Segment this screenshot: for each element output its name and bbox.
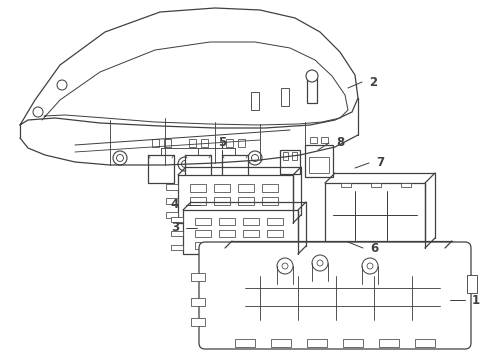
Bar [414,339,434,347]
Bar [243,242,259,249]
Circle shape [305,70,317,82]
Bar [165,198,178,204]
Text: 3: 3 [171,221,179,234]
Bar [214,184,229,192]
FancyBboxPatch shape [199,242,470,349]
Bar [201,139,207,147]
Bar [266,218,283,225]
Circle shape [311,255,327,271]
Bar [400,183,410,187]
Bar [306,339,326,347]
Bar [266,242,283,249]
Bar [219,230,235,237]
Bar [191,298,204,306]
Bar [281,88,288,106]
Bar [219,242,235,249]
Bar [171,217,183,222]
Bar [370,183,380,187]
Circle shape [316,260,323,266]
Bar [238,197,253,205]
Bar [219,218,235,225]
Circle shape [251,154,258,162]
Bar [195,230,210,237]
Bar [235,339,254,347]
Bar [305,145,332,177]
Bar [222,155,247,183]
Bar [291,152,296,160]
Bar [283,152,287,160]
Bar [190,197,205,205]
Text: 5: 5 [218,136,225,149]
Bar [308,157,328,173]
Circle shape [247,151,262,165]
Bar [320,137,327,143]
Circle shape [181,161,188,167]
Bar [171,245,183,250]
Bar [250,92,259,110]
Bar [195,218,210,225]
Text: 1: 1 [471,293,479,306]
Bar [243,218,259,225]
Bar [165,212,178,218]
Bar [190,184,205,192]
Text: 6: 6 [369,242,377,255]
Bar [238,184,253,192]
Circle shape [282,263,287,269]
Bar [243,230,259,237]
Bar [184,155,210,183]
Bar [325,183,424,248]
Bar [340,183,350,187]
Bar [195,242,210,249]
Bar [266,230,283,237]
Bar [191,273,204,281]
Bar [152,139,159,147]
Bar [163,139,171,147]
Bar [378,339,398,347]
Bar [270,339,290,347]
Bar [306,78,316,103]
Circle shape [113,151,127,165]
Text: 7: 7 [375,157,383,170]
Bar [238,139,244,147]
Bar [191,318,204,326]
Bar [165,184,178,190]
Bar [262,210,278,218]
Text: 4: 4 [170,198,179,211]
Bar [342,339,362,347]
Bar [280,150,299,174]
Bar [466,275,476,293]
Bar [309,137,316,143]
Circle shape [361,258,377,274]
Circle shape [57,80,67,90]
Text: 2: 2 [368,76,376,89]
Bar [214,197,229,205]
Circle shape [33,107,43,117]
Bar [225,139,232,147]
Circle shape [116,154,123,162]
Bar [189,139,196,147]
Circle shape [178,157,192,171]
Bar [183,210,297,254]
Bar [178,175,292,223]
Bar [190,210,205,218]
Circle shape [276,258,292,274]
Bar [214,210,229,218]
Text: 8: 8 [335,136,344,149]
Bar [148,155,174,183]
Bar [171,231,183,236]
Bar [262,184,278,192]
Bar [262,197,278,205]
Bar [238,210,253,218]
Circle shape [366,263,372,269]
